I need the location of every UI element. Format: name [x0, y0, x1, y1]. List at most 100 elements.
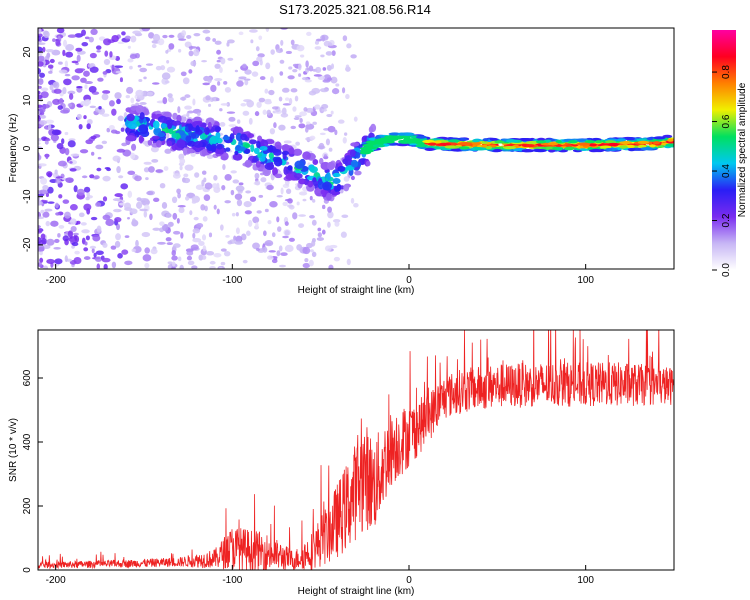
spectrogram-blob [288, 204, 295, 210]
spectrogram-blob [116, 166, 121, 174]
spectrogram-blob [38, 110, 41, 115]
spectrogram-blob [106, 127, 111, 133]
spectrogram-blob [299, 111, 308, 117]
spectrogram-blob [343, 176, 350, 182]
spectrogram-blob [619, 145, 628, 149]
spectrogram-blob [243, 99, 252, 103]
spectrogram-blob [424, 147, 435, 152]
spectrogram-blob [45, 49, 55, 53]
spectrogram-x-tick-label: 0 [406, 275, 412, 286]
spectrogram-blob [227, 57, 234, 61]
spectrogram-blob [235, 132, 243, 142]
snr-y-tick-label: 600 [22, 369, 33, 386]
spectrogram-blob [345, 64, 350, 70]
spectrogram-blob [326, 113, 333, 118]
spectrogram-blob [45, 220, 51, 227]
spectrogram-blob [350, 197, 355, 204]
spectrogram-blob [89, 174, 95, 179]
spectrogram-blob [196, 222, 204, 228]
spectrogram-blob [307, 180, 314, 188]
spectrogram-blob [127, 58, 134, 63]
spectrogram-blob [130, 97, 135, 104]
spectrogram-blob [220, 224, 224, 231]
spectrogram-blob [38, 216, 45, 220]
spectrogram-blob [86, 123, 91, 130]
spectrogram-blob [89, 52, 97, 59]
spectrogram-blob [80, 222, 87, 226]
spectrogram-blob [131, 218, 136, 224]
spectrogram-blob [326, 172, 331, 181]
spectrogram-blob [281, 87, 290, 93]
spectrogram-blob [225, 235, 230, 238]
spectrogram-blob [149, 213, 153, 221]
spectrogram-blob [372, 144, 386, 148]
spectrogram-blob [176, 217, 180, 224]
spectrogram-blob [167, 96, 174, 103]
spectrogram-blob [58, 224, 65, 229]
spectrogram-blob [276, 194, 283, 198]
spectrogram-blob [298, 191, 308, 196]
spectrogram-blob [599, 145, 612, 149]
spectrogram-blob [280, 39, 284, 46]
colorbar-ticks: 0.0 0.2 0.4 0.6 0.8 [712, 65, 732, 277]
spectrogram-blob [256, 101, 262, 108]
spectrogram-blob [68, 93, 74, 100]
spectrogram-blob [236, 119, 241, 124]
spectrogram-blob [271, 106, 279, 110]
spectrogram-blob [117, 41, 125, 45]
spectrogram-blob [333, 256, 341, 262]
spectrogram-blob [161, 72, 171, 80]
spectrogram-blob [126, 86, 134, 94]
spectrogram-blob [234, 193, 243, 200]
spectrogram-blob [186, 255, 193, 261]
spectrogram-blob [38, 90, 41, 95]
spectrogram-blob [112, 198, 121, 202]
spectrogram-blob [213, 252, 222, 258]
spectrogram-blob [38, 42, 46, 45]
spectrogram-blob [83, 203, 92, 211]
spectrogram-blob [126, 113, 135, 122]
spectrogram-blob [126, 217, 131, 220]
spectrogram-blob [116, 98, 121, 105]
spectrogram-blob [270, 49, 275, 55]
spectrogram-blob [81, 29, 86, 36]
spectrogram-blob [152, 120, 160, 129]
spectrogram-blob [173, 230, 181, 235]
spectrogram-blob [187, 110, 195, 114]
spectrogram-blob [193, 32, 201, 37]
spectrogram-blob [83, 247, 89, 252]
spectrogram-blob [73, 232, 79, 236]
spectrogram-blob [283, 140, 292, 144]
spectrogram-blob [45, 138, 51, 142]
spectrogram-blob [112, 155, 121, 162]
spectrogram-blob [54, 169, 58, 175]
spectrogram-blob [38, 46, 43, 53]
spectrogram-blob [235, 185, 245, 192]
spectrogram-blob [38, 78, 44, 86]
spectrogram-blob [328, 147, 333, 152]
spectrogram-blob [349, 149, 356, 158]
spectrogram-blob [288, 237, 295, 242]
spectrogram-blob [83, 186, 91, 193]
spectrogram-blob [233, 126, 240, 134]
colorbar-tick-label: 0.8 [721, 65, 732, 79]
spectrogram-blob [637, 140, 650, 144]
spectrogram-blob [296, 244, 303, 251]
snr-y-label: SNR (10 * v/v) [8, 418, 19, 482]
spectrogram-blob [50, 134, 59, 142]
spectrogram-blob [206, 251, 215, 256]
spectrogram-blob [214, 78, 223, 82]
snr-marks [38, 330, 674, 570]
spectrogram-blob [238, 76, 247, 80]
spectrogram-blob [43, 30, 50, 39]
spectrogram-blob [113, 208, 119, 213]
spectrogram-blob [135, 89, 144, 97]
spectrogram-blob [179, 165, 183, 171]
spectrogram-blob [353, 202, 359, 208]
spectrogram-blob [177, 205, 186, 208]
spectrogram-blob [67, 230, 74, 238]
spectrogram-blob [146, 91, 154, 96]
spectrogram-blob [474, 147, 483, 151]
spectrogram-blob [165, 131, 170, 139]
spectrogram-blob [171, 255, 178, 261]
